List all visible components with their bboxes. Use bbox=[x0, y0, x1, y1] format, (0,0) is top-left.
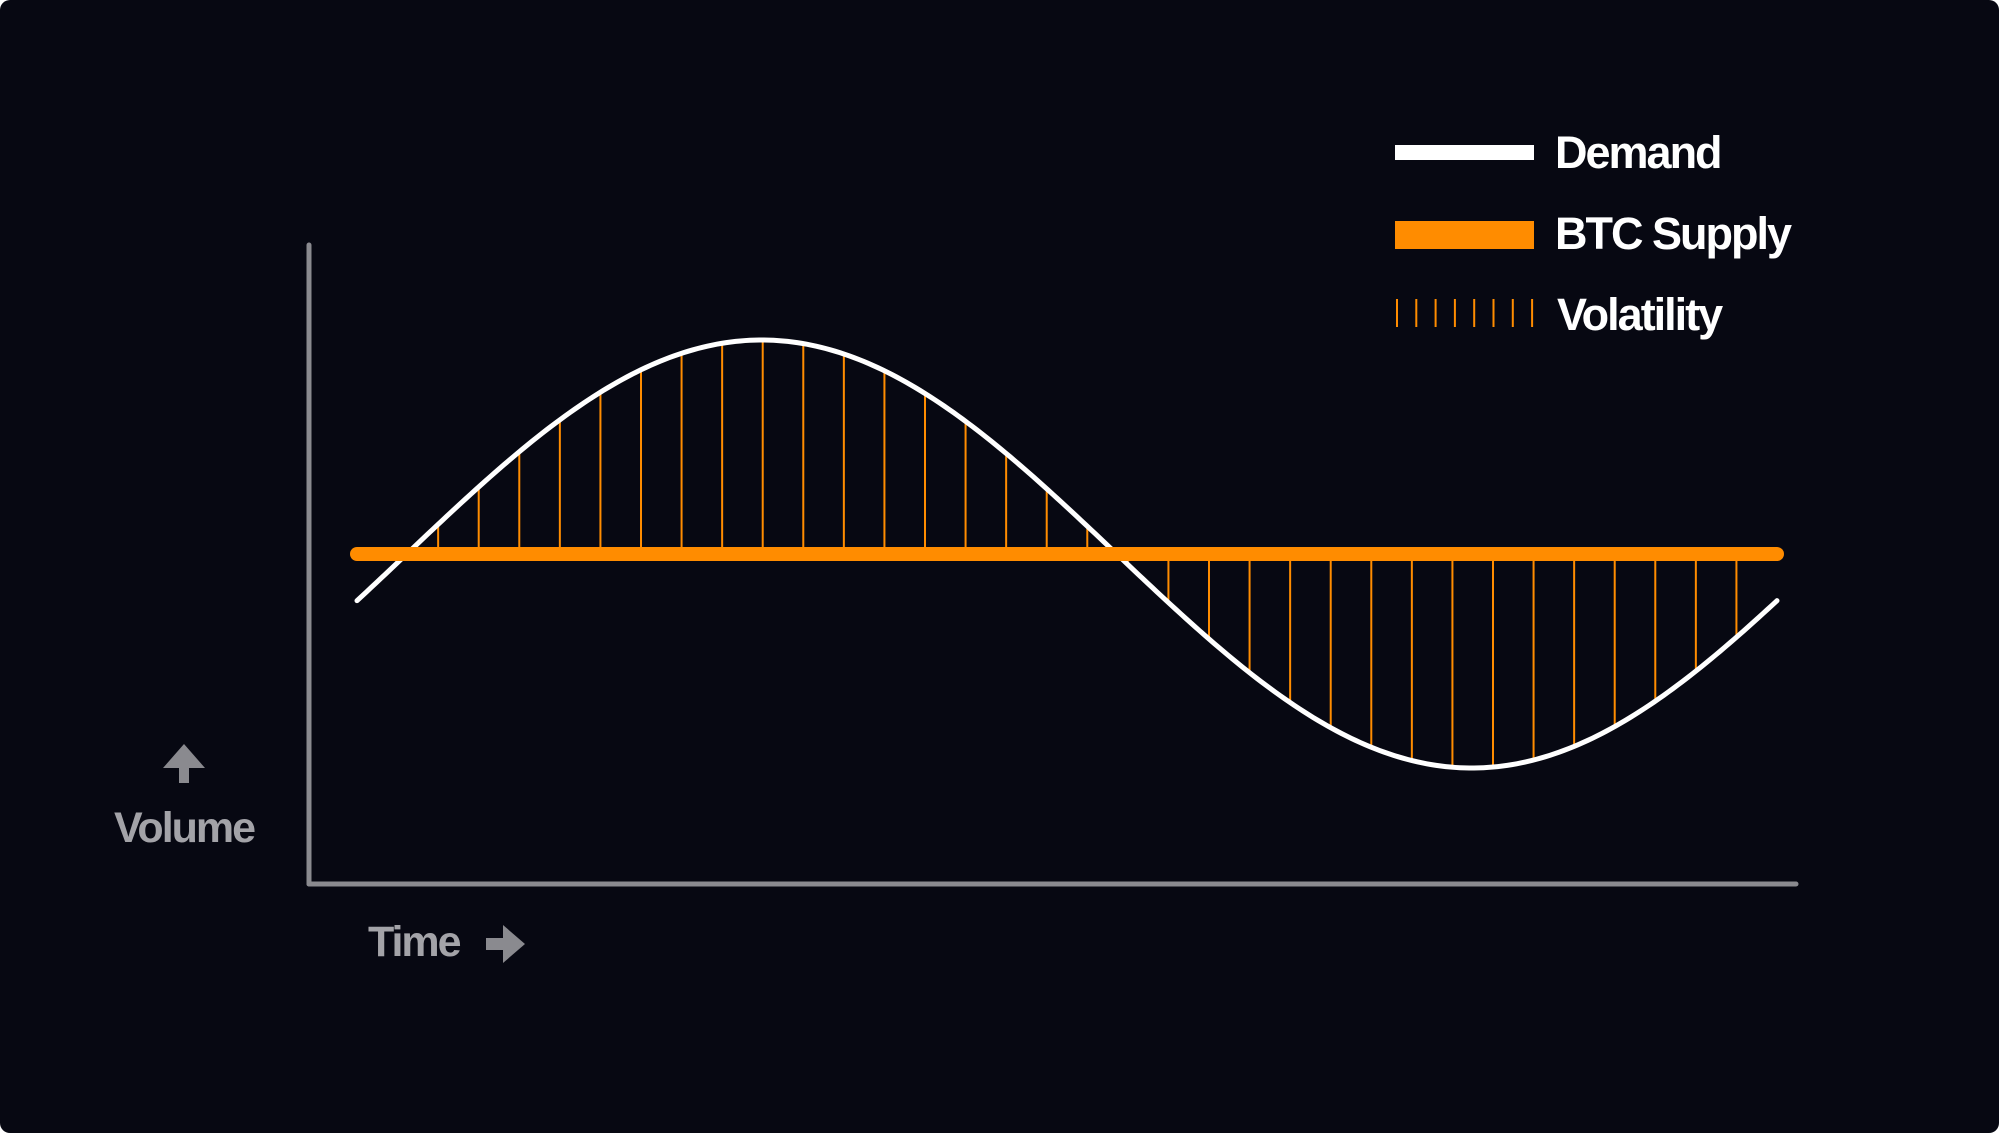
legend-demand-swatch bbox=[1395, 145, 1534, 160]
legend-volatility-label: Volatility bbox=[1557, 289, 1723, 340]
legend: Demand BTC Supply Volatility bbox=[1395, 127, 1794, 340]
legend-btc-supply-label: BTC Supply bbox=[1555, 208, 1792, 259]
x-axis-label: Time bbox=[368, 918, 461, 966]
legend-btc-supply-swatch bbox=[1395, 221, 1534, 249]
y-axis-label: Volume bbox=[114, 804, 255, 852]
right-arrow-icon bbox=[486, 925, 525, 963]
up-arrow-icon bbox=[163, 744, 205, 783]
demand-series-line bbox=[354, 337, 1780, 771]
legend-volatility-swatch bbox=[1396, 299, 1534, 327]
volatility-hatch bbox=[437, 340, 1738, 768]
legend-demand-label: Demand bbox=[1555, 127, 1721, 178]
